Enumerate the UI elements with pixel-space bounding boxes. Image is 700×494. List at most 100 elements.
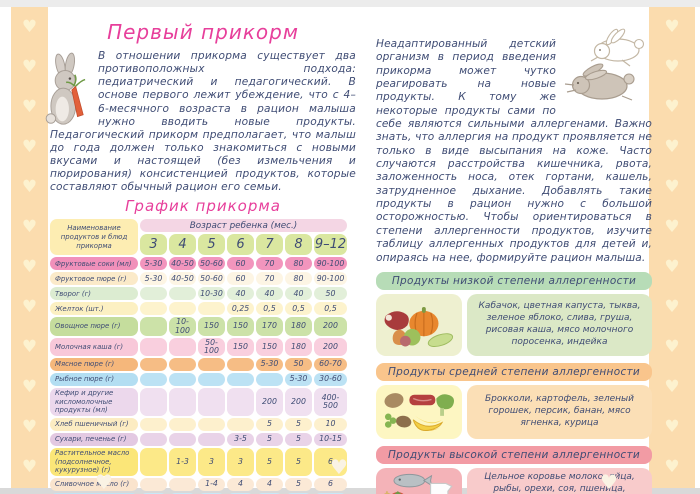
table-row-label: Фруктовое пюре (г) (50, 272, 138, 286)
faint-heart-icon: ♥ (600, 470, 618, 494)
age-header: Возраст ребенка (мес.) (140, 219, 347, 233)
age-column-header: 9–12 (314, 234, 347, 256)
table-cell: 80 (285, 272, 312, 286)
page-title: Первый прикорм (107, 20, 299, 44)
heart-icon: ♥ (21, 176, 38, 197)
table-cell (140, 373, 167, 387)
table-cell: 200 (314, 337, 347, 357)
table-cell (169, 337, 196, 357)
table-cell: 50-60 (198, 272, 225, 286)
table-cell: 40 (227, 287, 254, 301)
table-cell (198, 432, 225, 446)
table-cell: 70 (256, 257, 283, 271)
table-cell (169, 358, 196, 372)
table-cell: 200 (227, 492, 254, 494)
low-allergen-foods-illustration (376, 293, 462, 356)
table-cell: 200 (285, 492, 312, 494)
table-cell: 200 (256, 492, 283, 494)
heart-icon: ♥ (664, 176, 680, 197)
table-row-label: Хлеб пшеничный (г) (50, 417, 138, 431)
medium-allergen-items: Брокколи, картофель, зеленый горошек, пе… (467, 384, 652, 439)
high-allergen-header: Продукты высокой степени аллергенности (376, 445, 652, 464)
table-cell: 150 (256, 337, 283, 357)
heart-icon: ♥ (21, 337, 38, 358)
heart-icon: ♥ (21, 297, 38, 318)
table-cell (140, 388, 167, 416)
age-column-header: 3 (140, 234, 167, 256)
table-cell: 0,5 (285, 302, 312, 316)
table-cell (140, 447, 167, 476)
table-cell: 5 (285, 447, 312, 476)
table-row-label: Молочная каша (г) (50, 337, 138, 357)
table-cell: 150 (227, 317, 254, 336)
table-cell (227, 388, 254, 416)
table-cell: 10-15 (314, 432, 347, 446)
table-cell: 5-30 (256, 358, 283, 372)
table-cell: 5 (285, 432, 312, 446)
table-title: График прикорма (125, 197, 281, 216)
table-row-label: Сливочное масло (г) (50, 477, 138, 491)
heart-icon: ♥ (21, 216, 38, 237)
table-cell: 40 (256, 287, 283, 301)
age-column-header: 5 (198, 234, 225, 256)
table-cell: 5 (285, 477, 312, 491)
table-cell (169, 287, 196, 301)
table-row-label: Овощное пюре (г) (50, 317, 138, 336)
table-cell (198, 358, 225, 372)
heart-icon: ♥ (21, 16, 38, 37)
table-cell: 60 (227, 257, 254, 271)
table-cell: 50-100 (198, 337, 225, 357)
table-corner-header: Наименование продуктов и блюд прикорма (50, 219, 138, 256)
table-cell (227, 417, 254, 431)
heart-icon: ♥ (664, 417, 680, 438)
heart-icon: ♥ (664, 216, 680, 237)
table-cell: 200 (198, 492, 225, 494)
right-heart-border: ♥ ♥ ♥ ♥ ♥ ♥ ♥ ♥ ♥ ♥ ♥ ♥ (649, 7, 695, 488)
table-cell: 5-30 (285, 373, 312, 387)
age-column-header: 6 (227, 234, 254, 256)
faint-heart-icon: ♥ (330, 455, 348, 479)
two-rabbits-icon (564, 28, 645, 101)
table-row-label: Сухари, печенье (г) (50, 432, 138, 446)
right-page: Неадаптированный детский организм в пери… (376, 28, 652, 494)
right-intro-text: Неадаптированный детский организм в пери… (376, 38, 652, 264)
table-cell: 30-60 (314, 373, 347, 387)
age-column-header: 8 (285, 234, 312, 256)
medium-allergen-foods-illustration (376, 384, 462, 439)
heart-icon: ♥ (21, 96, 38, 117)
table-cell: 200 (256, 388, 283, 416)
table-row-label: Растительное масло (подсолнечное, кукуру… (50, 447, 138, 476)
table-cell (140, 317, 167, 336)
table-cell: 400-500 (314, 388, 347, 416)
heart-icon: ♥ (664, 136, 680, 157)
table-cell (227, 358, 254, 372)
low-allergen-items: Кабачок, цветная капуста, тыква, зеленое… (467, 293, 652, 356)
heart-icon: ♥ (664, 297, 680, 318)
table-cell: 150 (227, 337, 254, 357)
table-cell (140, 432, 167, 446)
faint-heart-icon: ♥ (95, 470, 113, 494)
table-cell (169, 432, 196, 446)
table-cell: 50-60 (198, 257, 225, 271)
table-cell: 150 (198, 317, 225, 336)
medium-allergen-header: Продукты средней степени аллергенности (376, 362, 652, 381)
table-row-label: Цельное молоко (мл) (50, 492, 138, 494)
table-cell: 5 (256, 447, 283, 476)
table-cell (140, 417, 167, 431)
table-cell: 5 (285, 417, 312, 431)
heart-icon: ♥ (664, 257, 680, 277)
age-column-header: 4 (169, 234, 196, 256)
table-cell: 0,5 (314, 302, 347, 316)
table-cell (140, 337, 167, 357)
table-cell: 60-70 (314, 358, 347, 372)
table-cell (198, 388, 225, 416)
table-cell: 5-30 (140, 257, 167, 271)
table-cell: 180 (285, 317, 312, 336)
heart-icon: ♥ (21, 257, 38, 277)
table-cell: 10-100 (169, 317, 196, 336)
low-allergen-header: Продукты низкой степени аллергенности (376, 271, 652, 290)
table-cell (169, 302, 196, 316)
table-cell: 1-3 (169, 447, 196, 476)
table-cell: 10 (314, 417, 347, 431)
